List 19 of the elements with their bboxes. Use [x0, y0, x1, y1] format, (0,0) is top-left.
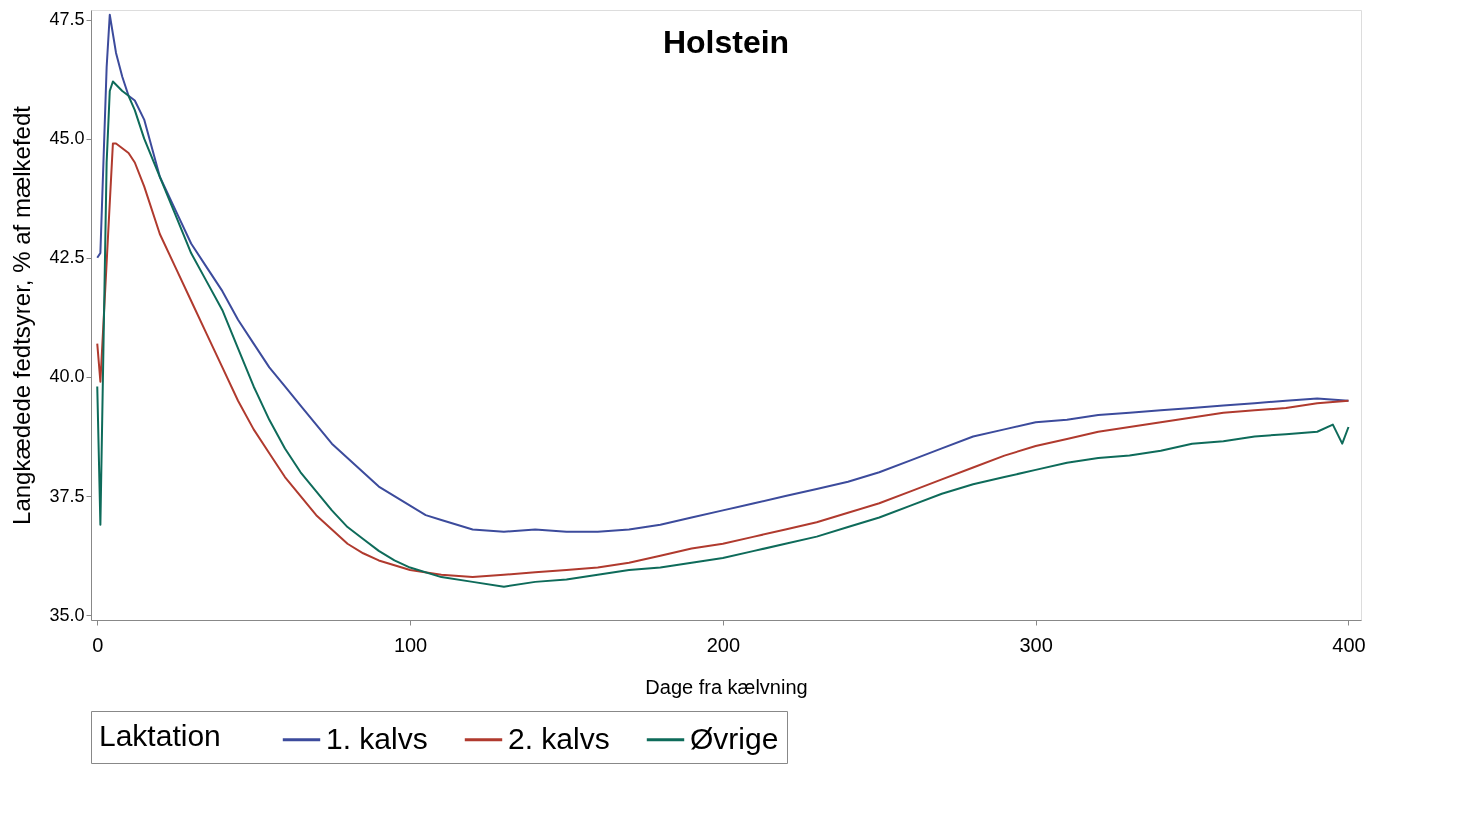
- legend-label: 1. kalvs: [326, 721, 428, 755]
- y-tick-label: 45.0: [49, 128, 85, 149]
- y-tick-label: 37.5: [49, 485, 85, 506]
- y-tick-label: 42.5: [49, 247, 85, 268]
- chart-title: Holstein: [662, 24, 790, 60]
- x-axis-title: Dage fra kælvning: [645, 675, 808, 698]
- legend-label: 2. kalvs: [508, 721, 610, 755]
- y-tick-label: 35.0: [49, 604, 85, 625]
- x-tick-label: 100: [393, 633, 428, 656]
- x-tick-label: 300: [1019, 633, 1053, 656]
- x-tick-label: 400: [1332, 633, 1366, 656]
- x-tick-label: 200: [706, 633, 741, 656]
- legend-label: Øvrige: [690, 721, 779, 755]
- x-tick-label: 0: [92, 633, 104, 656]
- legend-title: Laktation: [99, 719, 221, 752]
- y-tick-label: 47.5: [49, 9, 85, 30]
- line-series: [96, 13, 1350, 533]
- y-tick-label: 40.0: [49, 366, 85, 387]
- y-axis-title: Langkædede fedtsyrer, % af mælkefedt: [8, 105, 36, 525]
